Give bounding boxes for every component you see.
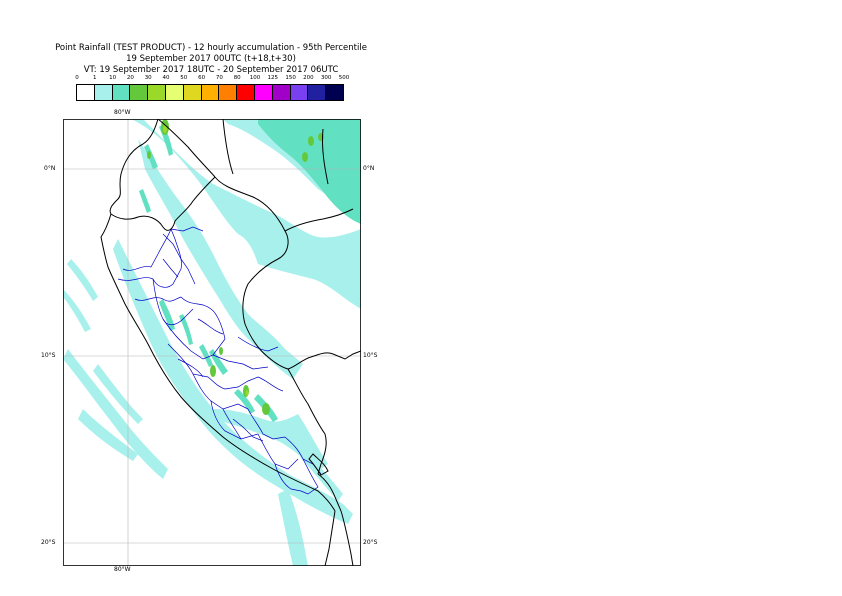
graticule [63, 119, 361, 566]
legend-threshold-label: 60 [198, 75, 206, 81]
coastline-and-borders [100, 119, 361, 566]
legend-color-swatch [129, 84, 149, 101]
legend-color-swatch [147, 84, 166, 101]
legend-threshold-label: 50 [180, 75, 188, 81]
legend-threshold-label: 1 [93, 75, 97, 81]
map-frame [63, 119, 361, 566]
rainfall-moderate-area [139, 119, 361, 422]
legend-color-swatch [236, 84, 255, 101]
legend-color-swatch [200, 84, 220, 101]
region-boundaries [117, 226, 322, 495]
legend-threshold-label: 70 [215, 75, 223, 81]
legend-color-swatch [307, 84, 327, 101]
legend-color-swatch [218, 84, 238, 101]
lat-label-left-1: 10°S [41, 352, 56, 359]
legend-threshold-label: 100 [249, 75, 261, 81]
legend-color-swatch [165, 84, 184, 101]
legend-color-swatch [76, 84, 95, 101]
legend-threshold-label: 500 [338, 75, 350, 81]
legend-color-swatch [182, 84, 202, 101]
rainfall-map [63, 119, 361, 566]
legend-threshold-label: 80 [233, 75, 241, 81]
map-title: Point Rainfall (TEST PRODUCT) - 12 hourl… [55, 43, 367, 53]
lat-label-right-2: 20°S [363, 539, 378, 546]
legend-threshold-label: 300 [320, 75, 332, 81]
legend-color-swatch [325, 84, 344, 101]
lon-label-bottom: 80°W [114, 566, 131, 573]
legend-threshold-label: 40 [162, 75, 170, 81]
legend-threshold-label: 150 [285, 75, 296, 81]
lat-label-right-0: 0°N [363, 165, 375, 172]
lat-label-left-2: 20°S [41, 539, 56, 546]
legend-threshold-label: 10 [109, 75, 117, 81]
legend-threshold-label: 200 [303, 75, 314, 81]
legend-color-swatch [254, 84, 273, 101]
legend-threshold-label: 30 [144, 75, 152, 81]
legend-color-swatch [289, 84, 309, 101]
legend-threshold-label: 125 [267, 75, 279, 81]
lon-label-top: 80°W [114, 109, 131, 116]
lat-label-left-0: 0°N [44, 165, 56, 172]
legend-color-swatch [111, 84, 131, 101]
validity-time: VT: 19 September 2017 18UTC - 20 Septemb… [83, 65, 339, 75]
legend-color-swatch [93, 84, 113, 101]
lat-label-right-1: 10°S [363, 352, 378, 359]
legend-threshold-label: 0 [75, 75, 79, 81]
legend-color-swatch [271, 84, 291, 101]
rainfall-peak-spots [163, 125, 249, 396]
legend-threshold-label: 20 [126, 75, 134, 81]
forecast-run-time: 19 September 2017 00UTC (t+18,t+30) [126, 54, 296, 64]
color-legend: 0 1 10 20 30 40 50 60 70 80 100 125 150 200 300 500 [0, 0, 842, 110]
